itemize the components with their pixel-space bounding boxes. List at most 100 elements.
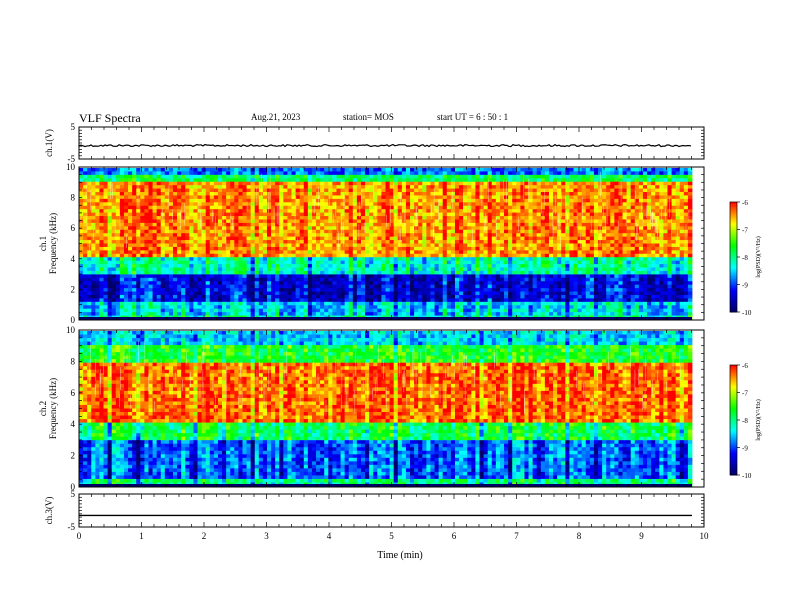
colorbar-cell [730,211,737,214]
colorbar-cell [730,465,737,469]
colorbar-label: log(PSD)(V²/Hz) [755,399,762,440]
colorbar-cell [730,220,737,223]
colorbar-cell [730,469,737,472]
colorbar-cell [730,405,737,408]
colorbar-cell [730,412,737,415]
colorbar-cell [730,214,737,218]
colorbar-cell [730,290,737,293]
colorbar-cell [730,233,737,236]
colorbar-cell [730,399,737,403]
x-tick-label: 5 [389,531,394,541]
colorbar-cell [730,231,737,234]
colorbar-cell [730,266,737,269]
x-tick-label: 3 [264,531,269,541]
colorbar-cell [730,372,737,375]
colorbar-cell [730,260,737,263]
colorbar-cell [730,242,737,245]
colorbar-cell [730,218,737,221]
colorbar-cell [730,427,737,430]
spectrogram-ylabel: Frequency (kHz) [48,378,58,439]
y-tick-label: 10 [66,162,76,172]
y-tick-label: 0 [71,482,76,492]
colorbar-cell [730,401,737,404]
colorbar-cell [730,425,737,428]
y-tick-label: -5 [68,522,76,532]
colorbar-cell [730,257,737,260]
x-tick-label: 7 [514,531,519,541]
colorbar-cell [730,407,737,410]
colorbar-cell [730,249,737,252]
colorbar-cell [730,277,737,280]
colorbar-cell [730,262,737,265]
colorbar-cell [730,295,737,298]
colorbar-cell [730,416,737,419]
colorbar-cell [730,264,737,267]
colorbar-cell [730,442,737,445]
y-tick-label: 2 [71,451,76,461]
colorbar-tick-label: -9 [742,445,748,453]
ch1-waveform-line [78,143,692,148]
colorbar-cell [730,251,737,254]
colorbar-cell [730,304,737,307]
colorbar-cell [730,383,737,386]
colorbar-cell [730,377,737,381]
x-tick-label: 0 [77,531,82,541]
colorbar-cell [730,418,737,421]
colorbar-cell [730,236,737,240]
colorbar-cell [730,291,737,295]
colorbar-cell [730,410,737,414]
colorbar-cell [730,275,737,278]
colorbar-cell [730,216,737,219]
colorbar-cell [730,225,737,229]
colorbar-cell [730,246,737,249]
x-tick-label: 1 [139,531,144,541]
colorbar-cell [730,421,737,425]
colorbar-cell [730,370,737,373]
spectrogram-channel-label: ch.1 [38,236,48,251]
colorbar-cell [730,297,737,300]
colorbar-cell [730,473,737,476]
colorbar-cell [730,431,737,434]
colorbar-cell [730,306,737,309]
station-label: station= MOS [343,112,394,122]
x-tick-label: 8 [577,531,582,541]
colorbar-cell [730,269,737,273]
colorbar-cell [730,449,737,452]
colorbar-cell [730,471,737,474]
ch3-waveform-ylabel: ch.3(V) [44,497,54,525]
y-tick-label: 4 [71,419,76,429]
colorbar-cell [730,398,737,401]
colorbar-cell [730,432,737,436]
colorbar-tick-label: -10 [742,309,752,317]
colorbar-cell [730,462,737,465]
colorbar-cell [730,366,737,370]
colorbar-cell [730,365,737,368]
colorbar-cell [730,273,737,276]
colorbar-cell [730,205,737,208]
colorbar-cell [730,301,737,304]
colorbar-cell [730,460,737,463]
colorbar-cell [730,227,737,230]
colorbar-cell [730,388,737,392]
colorbar-cell [730,368,737,371]
spectrogram-ylabel: Frequency (kHz) [48,213,58,274]
x-tick-label: 2 [202,531,207,541]
colorbar-cell [730,299,737,302]
colorbar-cell [730,222,737,225]
colorbar-cell [730,440,737,443]
colorbar-cell [730,464,737,467]
colorbar-cell [730,244,737,247]
spectrogram-channel-label: ch.2 [38,401,48,416]
colorbar-cell [730,381,737,384]
y-tick-label: 8 [71,193,76,203]
colorbar-tick-label: -9 [742,282,748,290]
x-tick-label: 4 [327,531,332,541]
colorbar-cell [730,451,737,454]
x-tick-label: 10 [700,531,710,541]
x-tick-label: 9 [639,531,644,541]
colorbar-tick-label: -6 [742,199,748,207]
colorbar-cell [730,284,737,287]
colorbar-cell [730,390,737,393]
colorbar-cell [730,268,737,271]
